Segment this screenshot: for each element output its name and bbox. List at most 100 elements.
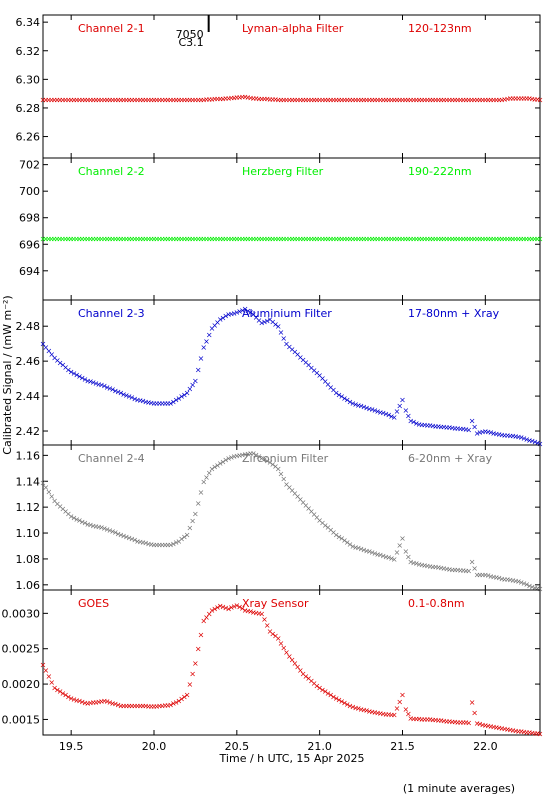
data-point: × — [54, 356, 61, 365]
data-point: × — [300, 669, 307, 678]
data-point: × — [173, 234, 180, 243]
data-point: × — [162, 234, 169, 243]
data-point: × — [93, 234, 100, 243]
data-point: × — [410, 558, 417, 567]
data-point: × — [131, 234, 138, 243]
data-point: × — [421, 561, 428, 570]
data-point: × — [416, 560, 423, 569]
data-point: × — [469, 698, 476, 707]
panel-label-3: 0.1-0.8nm — [408, 597, 465, 610]
data-point: × — [344, 538, 351, 547]
data-point: × — [490, 429, 497, 438]
x-tick-label: 21.0 — [307, 740, 332, 753]
data-point: × — [526, 581, 533, 590]
data-point: × — [112, 700, 119, 709]
data-point: × — [220, 313, 227, 322]
data-point: × — [424, 715, 431, 724]
data-point: × — [441, 423, 448, 432]
data-point: × — [71, 95, 78, 104]
data-point: × — [123, 391, 130, 400]
data-point: × — [134, 396, 141, 405]
y-tick-label: 1.10 — [16, 527, 41, 540]
data-point: × — [225, 310, 232, 319]
data-point: × — [396, 234, 403, 243]
data-point: × — [261, 615, 268, 624]
data-point: × — [151, 541, 158, 550]
data-point: × — [308, 234, 315, 243]
data-point: × — [352, 95, 359, 104]
data-point: × — [443, 234, 450, 243]
data-point: × — [529, 729, 536, 738]
data-point: × — [311, 679, 318, 688]
data-point: × — [51, 354, 58, 363]
data-point: × — [187, 385, 194, 394]
data-point: × — [90, 234, 97, 243]
data-point: × — [430, 715, 437, 724]
data-point: × — [159, 234, 166, 243]
data-point: × — [162, 399, 169, 408]
data-point: × — [159, 95, 166, 104]
data-point: × — [272, 95, 279, 104]
data-point: × — [430, 234, 437, 243]
data-point: × — [303, 672, 310, 681]
data-point: × — [438, 564, 445, 573]
data-point: × — [93, 698, 100, 707]
data-point: × — [131, 701, 138, 710]
data-point: × — [358, 402, 365, 411]
data-point: × — [347, 234, 354, 243]
data-point: × — [178, 234, 185, 243]
data-point: × — [476, 234, 483, 243]
data-point: × — [84, 376, 91, 385]
data-point: × — [314, 95, 321, 104]
data-point: × — [118, 530, 125, 539]
data-point: × — [531, 95, 538, 104]
data-point: × — [269, 629, 276, 638]
data-point: × — [297, 95, 304, 104]
data-point: × — [308, 507, 315, 516]
data-point: × — [327, 691, 334, 700]
data-point: × — [518, 234, 525, 243]
data-point: × — [93, 379, 100, 388]
data-point: × — [441, 95, 448, 104]
data-point: × — [43, 483, 50, 492]
data-point: × — [377, 234, 384, 243]
data-point: × — [515, 94, 522, 103]
data-point: × — [236, 307, 243, 316]
data-point: × — [396, 95, 403, 104]
data-point: × — [407, 234, 414, 243]
data-point: × — [233, 93, 240, 102]
data-point: × — [198, 95, 205, 104]
data-point: × — [175, 95, 182, 104]
data-point: × — [261, 318, 268, 327]
data-point: × — [129, 701, 136, 710]
data-point: × — [245, 93, 252, 102]
y-tick-label: 694 — [19, 265, 40, 278]
data-point: × — [421, 715, 428, 724]
data-point: × — [291, 348, 298, 357]
data-point: × — [120, 390, 127, 399]
data-point: × — [297, 353, 304, 362]
data-point: × — [355, 234, 362, 243]
data-point: × — [137, 95, 144, 104]
data-point: × — [372, 708, 379, 717]
data-point: × — [518, 727, 525, 736]
data-point: × — [410, 418, 417, 427]
data-point: × — [336, 234, 343, 243]
data-point: × — [474, 95, 481, 104]
data-point: × — [488, 722, 495, 731]
panel-label-1: Channel 2-1 — [78, 22, 145, 35]
data-point: × — [256, 94, 263, 103]
data-point: × — [264, 457, 271, 466]
data-point: × — [438, 234, 445, 243]
data-point: × — [482, 570, 489, 579]
data-point: × — [48, 234, 55, 243]
data-point: × — [231, 93, 238, 102]
data-point: × — [446, 565, 453, 574]
data-point: × — [438, 422, 445, 431]
data-point: × — [388, 234, 395, 243]
data-point: × — [220, 603, 227, 612]
data-point: × — [73, 515, 80, 524]
data-point: × — [175, 537, 182, 546]
data-point: × — [43, 343, 50, 352]
